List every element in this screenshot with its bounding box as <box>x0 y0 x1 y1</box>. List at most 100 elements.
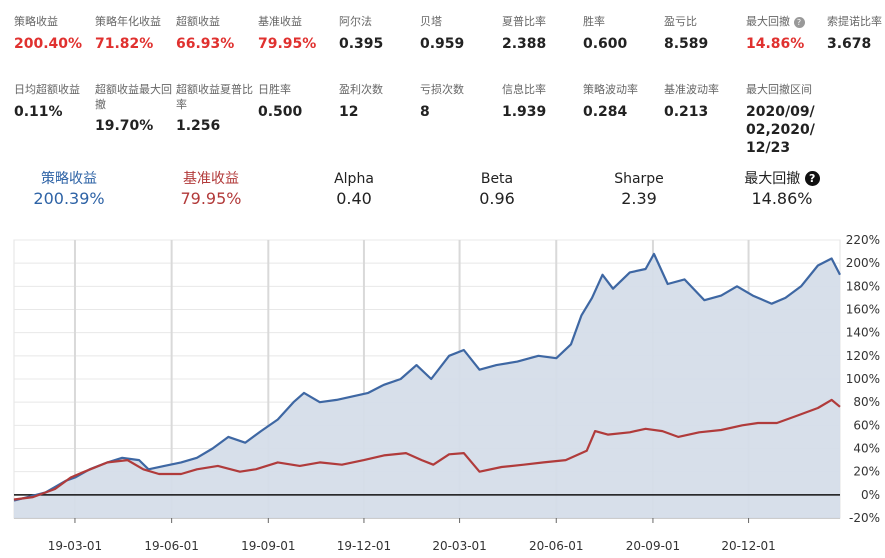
metric-label: 策略收益 <box>14 15 58 28</box>
metric-value: 0.11% <box>14 104 63 120</box>
chart-area-layer <box>14 253 840 518</box>
metric-strategy-volatility: 策略波动率 0.284 <box>583 82 665 121</box>
summary-bar: 策略收益 200.39% 基准收益 79.95% Alpha 0.40 Beta… <box>0 170 885 220</box>
summary-value: 0.40 <box>336 189 372 208</box>
x-axis: 19-03-01 19-06-01 19-09-01 19-12-01 20-03-01… <box>48 518 776 553</box>
summary-value: 2.39 <box>621 189 657 208</box>
x-tick-label: 19-09-01 <box>241 539 295 553</box>
metric-strategy-return: 策略收益 200.40% <box>14 14 96 53</box>
y-tick-label: 120% <box>846 349 880 363</box>
metric-value: 0.213 <box>664 104 709 120</box>
metric-value: 14.86% <box>746 36 805 52</box>
metric-benchmark-return: 基准收益 79.95% <box>258 14 340 53</box>
metric-label: 阿尔法 <box>339 15 372 28</box>
metric-max-drawdown: 最大回撤 ? 14.86% <box>746 14 828 53</box>
metric-value: 0.395 <box>339 36 384 52</box>
summary-beta: Beta 0.96 <box>432 170 562 210</box>
metric-label: 亏损次数 <box>420 83 464 96</box>
strategy-area-fill <box>14 253 840 518</box>
metric-excess-return: 超额收益 66.93% <box>176 14 258 53</box>
metric-value: 1.256 <box>176 118 221 134</box>
metric-value: 2020/09/02,2020/12/23 <box>746 104 815 156</box>
summary-label: 基准收益 <box>183 171 239 187</box>
y-tick-label: 20% <box>853 465 880 479</box>
metric-value: 2.388 <box>502 36 547 52</box>
y-tick-label: 200% <box>846 256 880 270</box>
metric-label: 盈亏比 <box>664 15 697 28</box>
help-icon[interactable]: ? <box>804 171 820 186</box>
x-tick-label: 20-12-01 <box>721 539 775 553</box>
metric-sharpe: 夏普比率 2.388 <box>502 14 584 53</box>
summary-value: 200.39% <box>33 189 105 208</box>
x-tick-label: 20-09-01 <box>626 539 680 553</box>
metric-label: 信息比率 <box>502 83 546 96</box>
metric-label: 日胜率 <box>258 83 291 96</box>
metric-value: 3.678 <box>827 36 872 52</box>
y-tick-label: -20% <box>849 511 880 525</box>
metric-excess-max-drawdown: 超额收益最大回撤 19.70% <box>95 82 175 135</box>
y-tick-label: 160% <box>846 303 880 317</box>
metric-label: 夏普比率 <box>502 15 546 28</box>
metric-value: 79.95% <box>258 36 317 52</box>
metric-value: 0.500 <box>258 104 303 120</box>
metric-win-rate: 胜率 0.600 <box>583 14 665 53</box>
metric-information-ratio: 信息比率 1.939 <box>502 82 584 121</box>
metric-value: 0.959 <box>420 36 465 52</box>
summary-label: Alpha <box>334 171 374 187</box>
metric-beta: 贝塔 0.959 <box>420 14 502 53</box>
benchmark-line <box>13 398 841 501</box>
metric-sortino: 索提诺比率 3.678 <box>827 14 885 53</box>
summary-label: Sharpe <box>614 171 664 187</box>
summary-max-drawdown: 最大回撤 ? 14.86% <box>717 170 847 210</box>
metric-annual-return: 策略年化收益 71.82% <box>95 14 177 53</box>
y-tick-label: 100% <box>846 372 880 386</box>
y-tick-label: 140% <box>846 326 880 340</box>
metric-label: 基准波动率 <box>664 83 719 96</box>
metric-excess-sharpe: 超额收益夏普比率 1.256 <box>176 82 256 135</box>
help-icon[interactable]: ? <box>793 16 805 28</box>
metric-value: 8.589 <box>664 36 709 52</box>
metric-value: 0.284 <box>583 104 628 120</box>
metric-label: 基准收益 <box>258 15 302 28</box>
performance-chart: -20% 0% 20% 40% 60% 80% 100% 120% 140% 160% 180% 20… <box>13 233 880 553</box>
summary-alpha: Alpha 0.40 <box>289 170 419 210</box>
metric-label: 胜率 <box>583 15 605 28</box>
y-tick-label: 0% <box>861 488 880 502</box>
strategy-line <box>13 252 841 502</box>
metric-daily-excess: 日均超额收益 0.11% <box>14 82 96 121</box>
metric-value: 200.40% <box>14 36 83 52</box>
summary-benchmark-return: 基准收益 79.95% <box>146 170 276 210</box>
y-tick-label: 80% <box>853 395 880 409</box>
metric-label: 策略年化收益 <box>95 15 161 28</box>
metric-daily-win-rate: 日胜率 0.500 <box>258 82 340 121</box>
metric-value: 19.70% <box>95 118 154 134</box>
x-tick-label: 20-06-01 <box>529 539 583 553</box>
metric-label: 最大回撤区间 <box>746 83 812 96</box>
y-tick-label: 60% <box>853 418 880 432</box>
metric-alpha: 阿尔法 0.395 <box>339 14 421 53</box>
y-tick-label: 220% <box>846 233 880 247</box>
metric-value: 12 <box>339 104 359 120</box>
metric-label: 日均超额收益 <box>14 83 80 96</box>
x-tick-label: 19-12-01 <box>337 539 391 553</box>
metric-benchmark-volatility: 基准波动率 0.213 <box>664 82 746 121</box>
summary-value: 14.86% <box>751 189 813 208</box>
summary-value: 0.96 <box>479 189 515 208</box>
y-tick-label: 180% <box>846 279 880 293</box>
metric-loss-count: 亏损次数 8 <box>420 82 502 121</box>
metric-profit-count: 盈利次数 12 <box>339 82 421 121</box>
summary-label: Beta <box>480 171 514 187</box>
summary-sharpe: Sharpe 2.39 <box>574 170 704 210</box>
metric-value: 66.93% <box>176 36 235 52</box>
summary-strategy-return: 策略收益 200.39% <box>4 170 134 210</box>
metric-label: 超额收益夏普比率 <box>176 83 253 111</box>
metric-value: 0.600 <box>583 36 628 52</box>
chart-line-layer <box>13 252 841 502</box>
summary-label: 最大回撤 <box>744 171 801 187</box>
summary-label: 策略收益 <box>41 171 97 187</box>
metric-label: 超额收益 <box>176 15 220 28</box>
metric-label: 策略波动率 <box>583 83 638 96</box>
metric-label: 最大回撤 <box>746 15 790 28</box>
metric-label: 索提诺比率 <box>827 15 882 28</box>
metric-label: 盈利次数 <box>339 83 383 96</box>
